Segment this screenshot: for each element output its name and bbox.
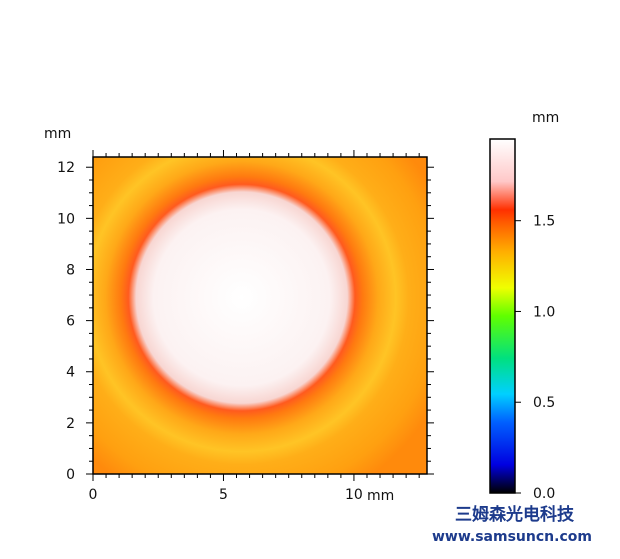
heatmap-image <box>93 157 427 474</box>
watermark-url: www.samsuncn.com <box>432 529 592 545</box>
colorbar-tick-label: 1.0 <box>533 304 555 320</box>
y-tick-label: 8 <box>66 262 75 278</box>
watermark: 三姆森光电科技 www.samsuncn.com <box>432 504 592 545</box>
y-tick-label: 12 <box>57 160 75 176</box>
y-tick-label: 0 <box>66 467 75 483</box>
heatmap-surface <box>93 157 427 474</box>
y-axis-ticks: 0 2 4 6 8 10 12 <box>57 160 434 483</box>
colorbar-ticks: 0.0 0.5 1.0 1.5 <box>515 214 555 502</box>
x-tick-label: 10 <box>345 487 363 503</box>
x-tick-label: 0 <box>89 487 98 503</box>
watermark-company: 三姆森光电科技 <box>455 504 575 525</box>
x-axis-unit: mm <box>367 488 394 504</box>
plot-frame <box>92 156 428 475</box>
y-tick-label: 10 <box>57 211 75 227</box>
y-axis-unit: mm <box>44 126 71 142</box>
colorbar-tick-label: 0.5 <box>533 395 555 411</box>
colorbar-gradient <box>489 138 516 494</box>
x-axis-ticks: 0 5 10 <box>89 150 420 503</box>
y-tick-label: 2 <box>66 416 75 432</box>
colorbar-tick-label: 0.0 <box>533 486 555 502</box>
colorbar-unit: mm <box>532 110 559 126</box>
y-tick-label: 4 <box>66 365 75 381</box>
colorbar-tick-label: 1.5 <box>533 214 555 230</box>
colorbar: 0.0 0.5 1.0 1.5 mm <box>489 110 559 502</box>
x-tick-label: 5 <box>219 487 228 503</box>
y-tick-label: 6 <box>66 314 75 330</box>
